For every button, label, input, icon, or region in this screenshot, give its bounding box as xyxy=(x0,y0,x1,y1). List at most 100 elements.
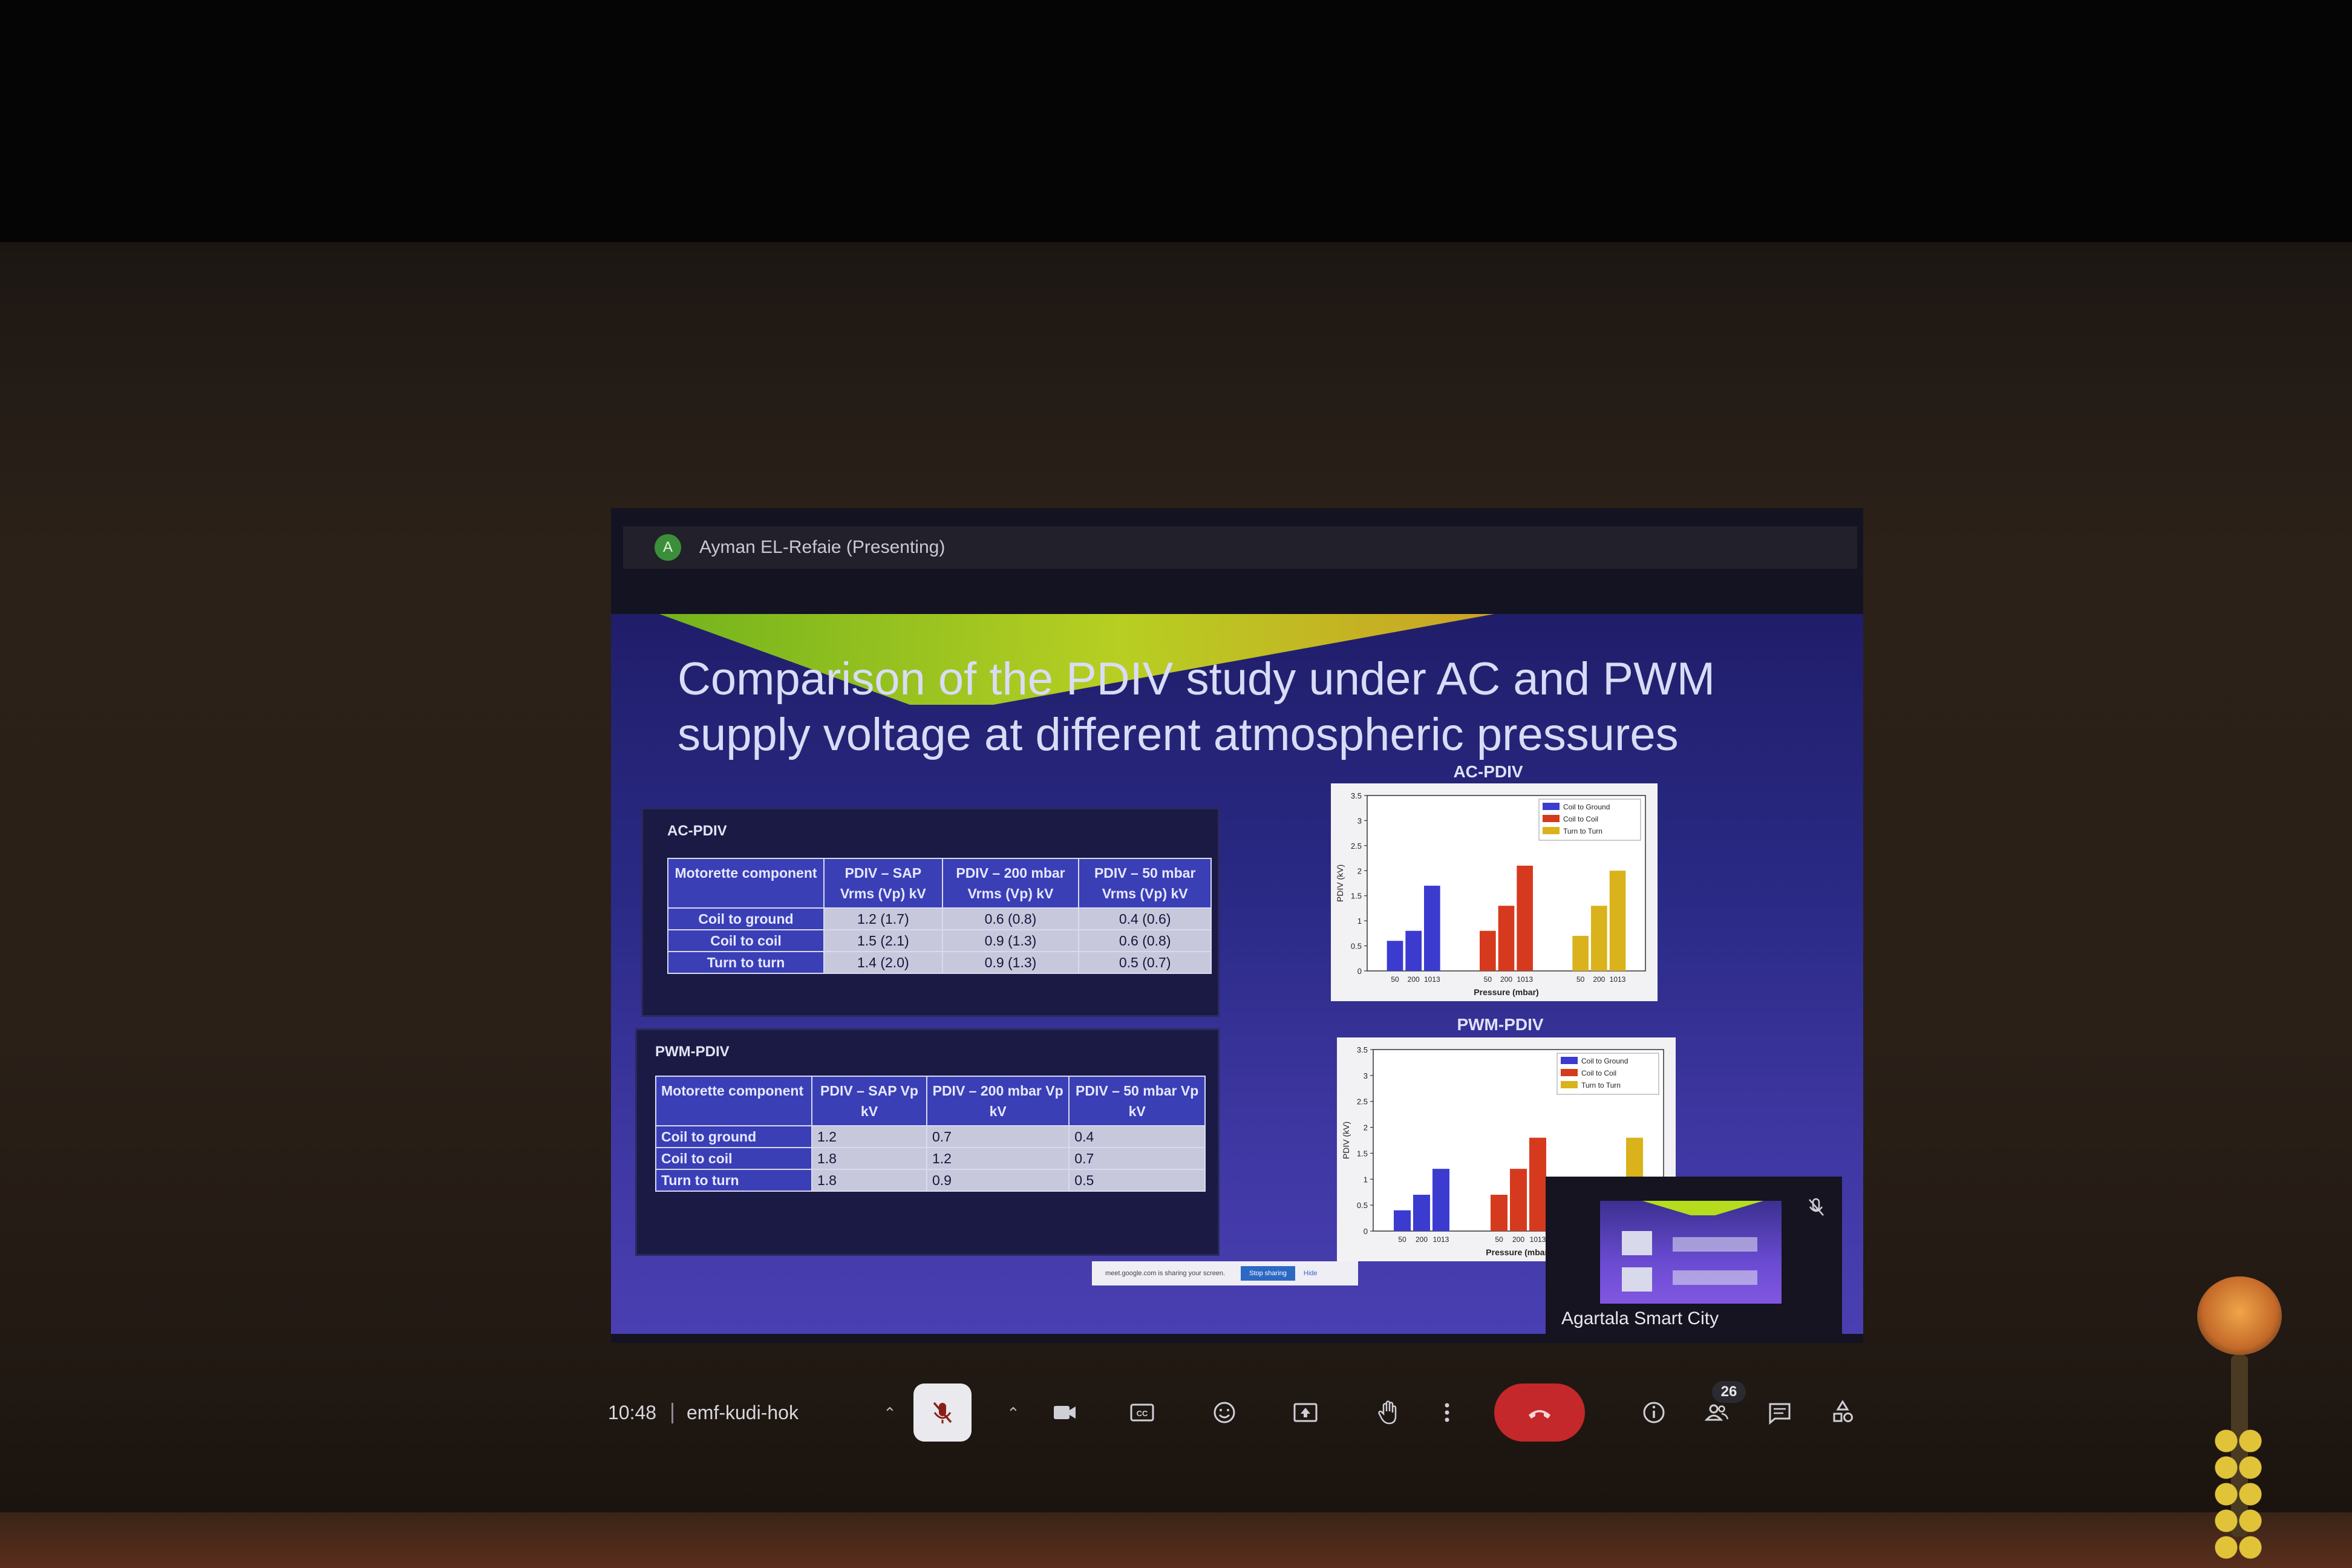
camera-button[interactable] xyxy=(1036,1383,1094,1442)
legend-label: Coil to Ground xyxy=(1581,1057,1628,1065)
people-button[interactable] xyxy=(1688,1383,1746,1442)
table-row: Coil to ground 1.2 (1.7) 0.6 (0.8) 0.4 (… xyxy=(667,907,1212,930)
ac-pdiv-chart-svg: 0 0.5 1 1.5 2 2.5 3 3.5 PDIV (kV) 50 200 1013 50 200 1… xyxy=(1335,791,1646,997)
x-tick-label: 50 xyxy=(1484,975,1492,984)
bar xyxy=(1387,941,1403,971)
table-cell: 1.5 (2.1) xyxy=(823,929,943,952)
column-header: PDIV – SAP Vrms (Vp) kV xyxy=(823,858,943,909)
y-tick-label: 2.5 xyxy=(1351,841,1362,851)
toolbar-divider xyxy=(671,1403,673,1423)
svg-text:CC: CC xyxy=(1137,1409,1148,1418)
table-cell: 1.4 (2.0) xyxy=(823,951,943,974)
row-label: Turn to turn xyxy=(655,1169,812,1192)
table-row: Coil to ground 1.2 0.7 0.4 xyxy=(655,1125,1206,1148)
thumbnail-chart xyxy=(1622,1231,1652,1255)
lamp-flame xyxy=(2197,1276,2282,1355)
column-header: PDIV – 50 mbar Vp kV xyxy=(1068,1076,1206,1126)
table-cell: 0.6 (0.8) xyxy=(1078,929,1212,952)
mic-off-icon xyxy=(933,1402,952,1423)
y-tick-label: 2 xyxy=(1364,1123,1368,1132)
ac-table-block: AC-PDIV Motorette component PDIV – SAP V… xyxy=(641,808,1220,1017)
column-header: PDIV – 50 mbar Vrms (Vp) kV xyxy=(1078,858,1212,909)
table-cell: 1.2 xyxy=(811,1125,927,1148)
x-axis-label: Pressure (mbar) xyxy=(1474,987,1538,997)
row-label: Coil to coil xyxy=(655,1147,812,1170)
activities-button[interactable] xyxy=(1814,1383,1872,1442)
table-row: Turn to turn 1.4 (2.0) 0.9 (1.3) 0.5 (0.… xyxy=(667,951,1212,974)
bar xyxy=(1572,936,1589,971)
bar xyxy=(1609,871,1626,971)
ac-chart-title: AC-PDIV xyxy=(1453,762,1523,781)
table-cell: 1.8 xyxy=(811,1147,927,1170)
y-tick-label: 0.5 xyxy=(1357,1201,1368,1210)
slide-title-line2: supply voltage at different atmospheric … xyxy=(678,709,1679,760)
present-button[interactable] xyxy=(1276,1383,1334,1442)
bar xyxy=(1491,1195,1508,1231)
camera-icon xyxy=(1054,1406,1076,1419)
y-tick-label: 2 xyxy=(1357,866,1362,875)
end-call-button[interactable] xyxy=(1494,1383,1585,1442)
chat-icon xyxy=(1769,1403,1791,1425)
mic-off-icon xyxy=(1809,1198,1824,1216)
raise-hand-button[interactable] xyxy=(1360,1383,1418,1442)
pwm-table-label: PWM-PDIV xyxy=(655,1044,730,1060)
self-view-tile[interactable]: Agartala Smart City xyxy=(1546,1177,1842,1340)
y-tick-label: 1 xyxy=(1357,916,1362,926)
more-options-icon xyxy=(1445,1403,1449,1422)
y-tick-label: 3.5 xyxy=(1351,791,1362,800)
stop-sharing-button[interactable]: Stop sharing xyxy=(1241,1266,1295,1281)
legend-label: Coil to Coil xyxy=(1563,815,1598,823)
column-header: PDIV – 200 mbar Vrms (Vp) kV xyxy=(941,858,1080,909)
table-cell: 0.7 xyxy=(926,1125,1070,1148)
table-cell: 1.2 (1.7) xyxy=(823,907,943,930)
legend-swatch xyxy=(1543,803,1560,810)
slide-title: Comparison of the PDIV study under AC an… xyxy=(678,652,1827,763)
table-cell: 0.7 xyxy=(1068,1147,1206,1170)
row-label: Turn to turn xyxy=(667,951,825,974)
chevron-up-icon[interactable]: ⌃ xyxy=(1007,1404,1020,1422)
y-tick-label: 3 xyxy=(1364,1071,1368,1080)
table-row: Turn to turn 1.8 0.9 0.5 xyxy=(655,1169,1206,1192)
table-cell: 0.4 xyxy=(1068,1125,1206,1148)
microphone-button[interactable] xyxy=(913,1383,972,1442)
emoji-icon xyxy=(1214,1402,1235,1423)
y-tick-label: 3.5 xyxy=(1357,1045,1368,1054)
table-cell: 0.5 xyxy=(1068,1169,1206,1192)
ac-pdiv-chart: 0 0.5 1 1.5 2 2.5 3 3.5 PDIV (kV) 50 200 1013 50 200 1… xyxy=(1331,783,1658,1001)
x-tick-label: 1013 xyxy=(1517,975,1533,984)
column-header: Motorette component xyxy=(667,858,825,909)
chat-button[interactable] xyxy=(1751,1383,1809,1442)
emoji-button[interactable] xyxy=(1195,1383,1253,1442)
x-tick-label: 1013 xyxy=(1424,975,1440,984)
y-tick-label: 0.5 xyxy=(1351,942,1362,951)
table-cell: 0.6 (0.8) xyxy=(941,907,1080,930)
meeting-code: emf-kudi-hok xyxy=(687,1402,799,1423)
y-tick-label: 2.5 xyxy=(1357,1097,1368,1106)
hide-notice-button[interactable]: Hide xyxy=(1303,1270,1318,1277)
pwm-table-block: PWM-PDIV Motorette component PDIV – SAP … xyxy=(635,1028,1220,1256)
more-options-button[interactable] xyxy=(1429,1383,1465,1442)
table-cell: 0.9 (1.3) xyxy=(941,929,1080,952)
thumbnail-chart xyxy=(1622,1267,1652,1292)
legend-swatch xyxy=(1561,1057,1578,1064)
row-label: Coil to coil xyxy=(667,929,825,952)
legend-label: Coil to Coil xyxy=(1581,1069,1616,1077)
shared-slide: Comparison of the PDIV study under AC an… xyxy=(611,614,1863,1334)
pwm-pdiv-table: Motorette component PDIV – SAP Vp kV PDI… xyxy=(655,1076,1206,1192)
legend-swatch xyxy=(1561,1069,1578,1076)
meeting-info-button[interactable] xyxy=(1625,1383,1683,1442)
captions-button[interactable]: CC xyxy=(1113,1383,1171,1442)
bar xyxy=(1591,906,1607,971)
bar xyxy=(1517,866,1533,971)
column-header: Motorette component xyxy=(655,1076,812,1126)
chevron-up-icon[interactable]: ⌃ xyxy=(883,1404,897,1422)
y-tick-label: 0 xyxy=(1357,967,1362,976)
bar xyxy=(1510,1169,1527,1231)
legend-label: Turn to Turn xyxy=(1581,1081,1621,1089)
stage-dark-top xyxy=(0,0,2352,242)
ac-pdiv-table: Motorette component PDIV – SAP Vrms (Vp)… xyxy=(667,858,1212,974)
info-icon xyxy=(1643,1402,1665,1423)
bar xyxy=(1432,1169,1449,1231)
participants-count-badge: 26 xyxy=(1712,1381,1746,1403)
legend-label: Coil to Ground xyxy=(1563,803,1610,811)
